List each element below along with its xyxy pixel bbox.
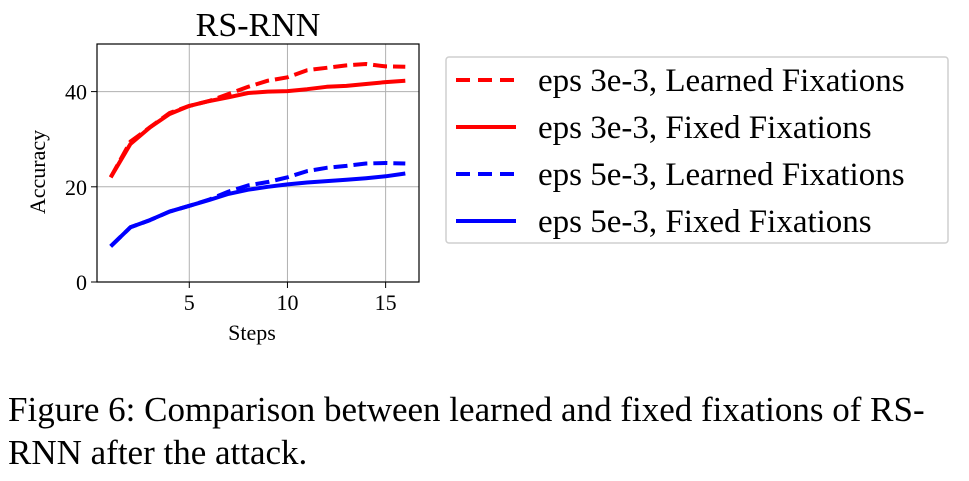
series-line-4 — [109, 171, 406, 248]
series-line-2 — [108, 78, 406, 179]
x-tick-label: 15 — [375, 290, 397, 315]
legend-label: eps 5e-3, Learned Fixations — [538, 157, 905, 193]
chart: RS-RNN 5 10 15 0 20 40 Steps Accuracy eps 3e-… — [25, 7, 949, 345]
axis-ticks: 5 10 15 0 20 40 — [65, 80, 397, 315]
legend: eps 3e-3, Learned Fixations eps 3e-3, Fix… — [445, 56, 949, 244]
x-axis-label: Steps — [228, 320, 276, 345]
x-tick-label: 10 — [276, 290, 298, 315]
legend-frame — [445, 56, 949, 244]
series-line-1 — [108, 62, 406, 179]
legend-label: eps 3e-3, Learned Fixations — [538, 63, 905, 99]
grid — [97, 44, 419, 283]
y-axis-label: Accuracy — [25, 130, 50, 214]
plot-lines — [108, 62, 406, 248]
chart-title: RS-RNN — [196, 7, 321, 44]
legend-label: eps 3e-3, Fixed Fixations — [538, 110, 872, 146]
y-tick-label: 40 — [65, 80, 87, 105]
legend-label: eps 5e-3, Fixed Fixations — [538, 204, 872, 240]
plot-frame — [96, 43, 420, 283]
x-tick-label: 5 — [184, 290, 195, 315]
series-line-3 — [109, 161, 406, 248]
y-tick-label: 20 — [65, 175, 87, 200]
y-tick-label: 0 — [76, 270, 87, 295]
legend-entries: eps 3e-3, Learned Fixations eps 3e-3, Fix… — [456, 63, 905, 240]
figure-caption: Figure 6: Comparison between learned and… — [8, 390, 925, 472]
